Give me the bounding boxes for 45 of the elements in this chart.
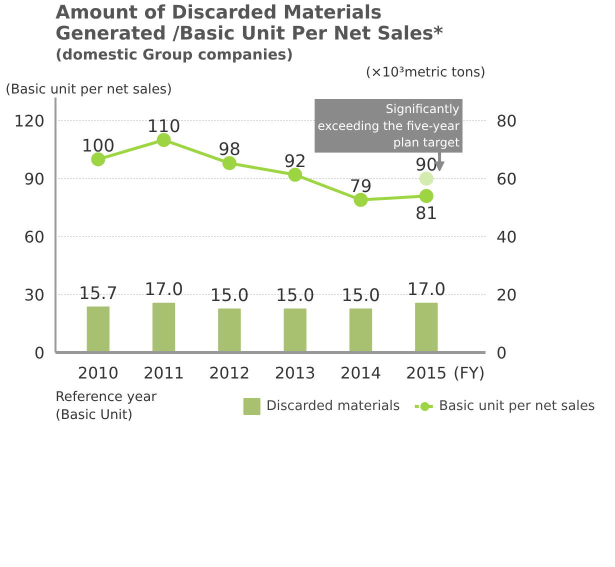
y2-tick-label: 20	[496, 286, 517, 305]
y-tick-label: 60	[24, 228, 44, 247]
point	[156, 133, 171, 147]
y2-axis-title: (×10³metric tons)	[366, 66, 486, 80]
x-tick-label: 2011	[143, 364, 184, 382]
data-label: 79	[350, 176, 372, 197]
x-tick-label: 2014	[340, 364, 382, 382]
x-tick-label: 2010	[78, 364, 119, 382]
y-axis-title: (Basic unit per net sales)	[6, 82, 172, 98]
chart-subtitle: (domestic Group companies)	[56, 46, 294, 64]
legend-label: Basic unit per net sales	[438, 398, 595, 414]
data-label: 90	[415, 156, 438, 176]
data-label: 98	[218, 140, 241, 160]
point	[354, 192, 368, 207]
y-tick-label: 120	[14, 112, 45, 131]
point	[288, 168, 302, 182]
text: Reference year (Basic Unit)	[56, 390, 158, 423]
data-label: 81	[415, 204, 438, 224]
y2-tick-label: 40	[496, 228, 517, 247]
data-label: 17.0	[144, 280, 184, 300]
y2-tick-label: 80	[496, 112, 517, 131]
annotation: Significantly exceeding the five-year plan target	[318, 102, 460, 150]
point	[419, 172, 434, 186]
data-label: 92	[284, 152, 306, 172]
chart-title: Amount of Discarded Materials Generated /Basic Unit Per Net Sales*	[56, 2, 444, 44]
x-tick-label: 2015	[406, 364, 447, 382]
data-label: 15.0	[276, 286, 314, 306]
y-tick-label: 0	[34, 344, 45, 362]
x-tick-label: 2013	[274, 364, 316, 382]
data-label: 17.0	[407, 280, 446, 300]
data-label: 15.0	[210, 286, 249, 306]
data-label: 15.0	[341, 286, 380, 306]
legend-label: Discarded materials	[266, 398, 400, 414]
point	[222, 156, 236, 170]
y-tick-label: 90	[24, 170, 44, 189]
y2-tick-label: 60	[496, 170, 517, 189]
point	[419, 189, 434, 204]
x-axis-title: (FY)	[453, 364, 485, 382]
data-label: 110	[147, 117, 180, 137]
data-label: 15.7	[78, 284, 118, 304]
y-tick-label: 30	[24, 286, 44, 305]
point	[91, 152, 106, 166]
y2-tick-label: 0	[496, 344, 507, 362]
x-tick-label: 2012	[209, 364, 250, 382]
data-label: 100	[82, 136, 115, 156]
